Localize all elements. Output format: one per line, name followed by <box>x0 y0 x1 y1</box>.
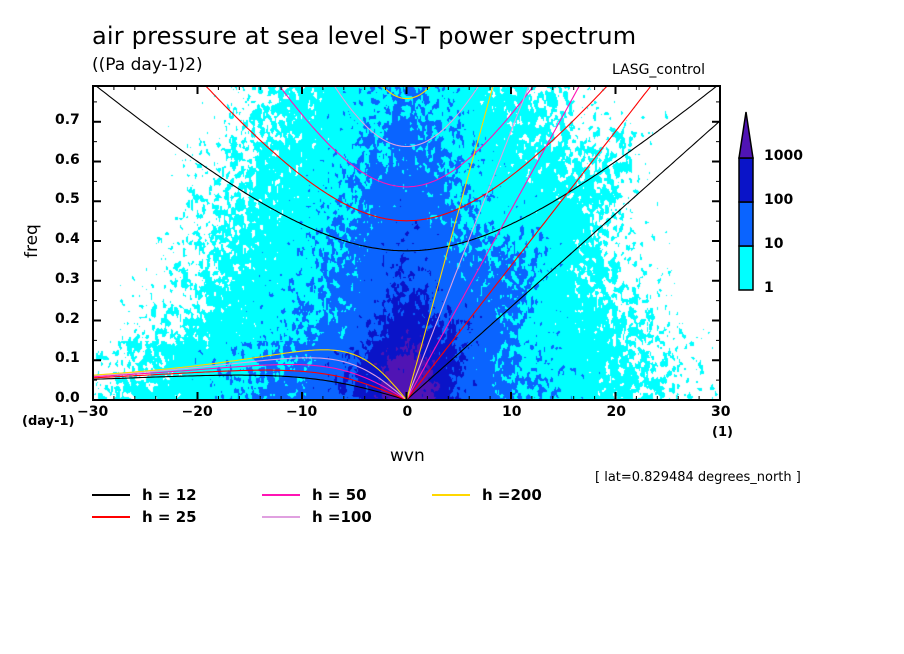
dispersion-12-ig-curve <box>95 86 718 252</box>
legend-item: h = 25 <box>92 508 197 526</box>
legend-swatch <box>92 516 130 518</box>
dispersion-50-kelvin-curve <box>406 86 580 400</box>
colorbar-segment <box>738 201 754 247</box>
dispersion-50-er-curve <box>93 363 407 400</box>
y-tick-label: 0.4 <box>55 231 80 247</box>
colorbar-label: 1 <box>764 280 774 296</box>
legend-swatch <box>432 494 470 496</box>
legend-label: h =200 <box>482 486 542 504</box>
dispersion-200-er-curve <box>93 349 407 400</box>
colorbar-segment <box>738 157 754 203</box>
colorbar-extend-triangle <box>738 111 754 159</box>
y-tick-label: 0.3 <box>55 270 80 287</box>
y-tick-label: 0.7 <box>55 111 80 128</box>
y-tick-label: 0.2 <box>55 310 80 327</box>
y-axis-unit: (day-1) <box>22 414 75 429</box>
dispersion-25-kelvin-curve <box>406 86 652 400</box>
chart-title: air pressure at sea level S-T power spec… <box>92 22 637 50</box>
x-tick-label: −10 <box>286 404 318 420</box>
dispersion-200-kelvin-curve <box>405 86 494 400</box>
x-tick-label: 0 <box>402 404 413 420</box>
colorbar-label: 1000 <box>764 148 803 164</box>
experiment-label: LASG_control <box>612 62 705 78</box>
legend-item: h = 12 <box>92 486 197 504</box>
legend-swatch <box>92 494 130 496</box>
colorbar-segment <box>738 245 754 291</box>
dispersion-100-kelvin-curve <box>405 86 530 400</box>
x-tick-label: 10 <box>502 404 522 420</box>
x-tick-label: −20 <box>181 404 213 420</box>
y-tick-label: 0.6 <box>55 151 80 168</box>
legend-label: h = 25 <box>142 508 197 526</box>
colorbar-label: 10 <box>764 236 784 252</box>
dispersion-50-ig-curve <box>278 86 535 188</box>
legend-label: h =100 <box>312 508 372 526</box>
dispersion-100-er-curve <box>93 357 407 400</box>
legend-swatch <box>262 494 300 496</box>
x-axis-unit: (1) <box>712 425 733 440</box>
dispersion-25-er-curve <box>93 369 407 400</box>
y-tick-label: 0.1 <box>55 350 80 367</box>
dispersion-200-ig-curve <box>381 86 432 100</box>
x-axis-label: wvn <box>390 446 425 466</box>
colorbar-label: 100 <box>764 192 794 208</box>
dispersion-12-er-curve <box>93 374 407 400</box>
chart-units: ((Pa day-1)2) <box>92 55 203 75</box>
x-tick-label: 30 <box>711 404 731 420</box>
legend-item: h =100 <box>262 508 372 526</box>
power-spectrum-shading <box>93 86 720 400</box>
legend-item: h = 50 <box>262 486 367 504</box>
dispersion-12-kelvin-curve <box>406 120 720 400</box>
legend-label: h = 50 <box>312 486 367 504</box>
y-tick-label: 0.5 <box>55 191 80 208</box>
x-tick-label: −30 <box>77 404 109 420</box>
latitude-annotation: [ lat=0.829484 degrees_north ] <box>595 470 801 485</box>
dispersion-100-ig-curve <box>333 86 480 148</box>
dispersion-25-ig-curve <box>205 86 608 222</box>
legend-label: h = 12 <box>142 486 197 504</box>
y-tick-label: 0.0 <box>55 390 80 406</box>
legend-swatch <box>262 516 300 518</box>
plot-frame <box>92 85 721 401</box>
x-tick-label: 20 <box>606 404 626 420</box>
legend-item: h =200 <box>432 486 542 504</box>
